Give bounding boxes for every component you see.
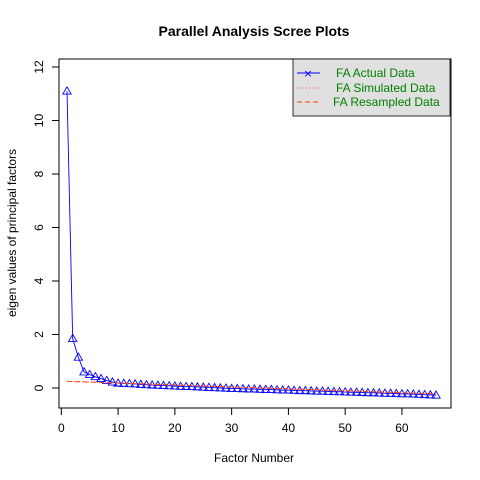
actual-data-point	[431, 390, 441, 399]
y-tick-label: 0	[32, 384, 46, 391]
actual-data-point	[345, 387, 356, 396]
y-axis: 0 2 4 6 8 10 12	[32, 60, 60, 391]
legend-box	[292, 58, 451, 117]
legend-resampled-text: FA Resampled Data	[333, 95, 440, 109]
x-axis: 0 10 20 30 40 50 60	[58, 407, 409, 435]
actual-data-point	[283, 385, 294, 394]
actual-data-point	[289, 385, 300, 394]
actual-data-point	[181, 381, 192, 391]
actual-data-point	[272, 384, 283, 394]
resampled-data-line	[66, 380, 437, 395]
y-tick-label: 2	[32, 331, 46, 338]
y-tick-label: 6	[32, 224, 46, 231]
x-axis-label: Factor Number	[214, 451, 294, 465]
actual-data-point	[79, 366, 90, 376]
actual-data-point	[328, 386, 339, 396]
x-tick-label: 40	[282, 421, 296, 435]
actual-data-point	[186, 381, 197, 391]
legend: × FA Actual Data FA Simulated Data FA Re…	[292, 58, 451, 117]
actual-data-point	[266, 384, 277, 393]
actual-data-point	[220, 383, 231, 392]
actual-data-point	[73, 352, 84, 361]
x-tick-label: 30	[225, 421, 239, 435]
actual-data-point	[101, 375, 112, 384]
actual-data-point	[215, 382, 226, 392]
actual-data-point	[84, 369, 95, 379]
actual-data-point	[419, 389, 430, 399]
y-tick-label: 10	[32, 114, 46, 128]
series-layer	[62, 85, 441, 399]
actual-data-point	[226, 383, 237, 392]
actual-data-point	[107, 377, 118, 386]
actual-data-point	[323, 386, 334, 395]
actual-data-point	[62, 85, 72, 95]
actual-data-point	[379, 388, 390, 397]
x-tick-label: 0	[58, 421, 65, 435]
y-tick-label: 4	[32, 277, 46, 284]
actual-data-point	[175, 381, 186, 390]
y-tick-label: 8	[32, 170, 46, 177]
actual-data-point	[232, 383, 243, 392]
x-tick-label: 10	[111, 421, 125, 435]
actual-data-point	[425, 389, 436, 399]
actual-data-point	[260, 384, 271, 393]
actual-data-point	[237, 383, 248, 393]
x-tick-label: 60	[395, 421, 409, 435]
actual-data-point	[90, 371, 101, 381]
x-tick-label: 50	[338, 421, 352, 435]
chart-title: Parallel Analysis Scree Plots	[159, 23, 350, 39]
actual-data-point	[209, 382, 220, 392]
legend-simulated-text: FA Simulated Data	[336, 81, 436, 95]
actual-data-point	[67, 333, 78, 342]
actual-data-point	[243, 383, 254, 393]
y-tick-label: 12	[32, 60, 46, 74]
y-axis-label: eigen values of principal factors	[5, 149, 19, 317]
legend-actual-text: FA Actual Data	[336, 66, 415, 80]
actual-data-point	[294, 385, 305, 395]
legend-actual-marker: ×	[303, 67, 312, 80]
actual-data-point	[96, 373, 107, 383]
actual-data-point	[255, 384, 266, 393]
actual-data-point	[277, 385, 288, 394]
x-tick-label: 20	[168, 421, 182, 435]
